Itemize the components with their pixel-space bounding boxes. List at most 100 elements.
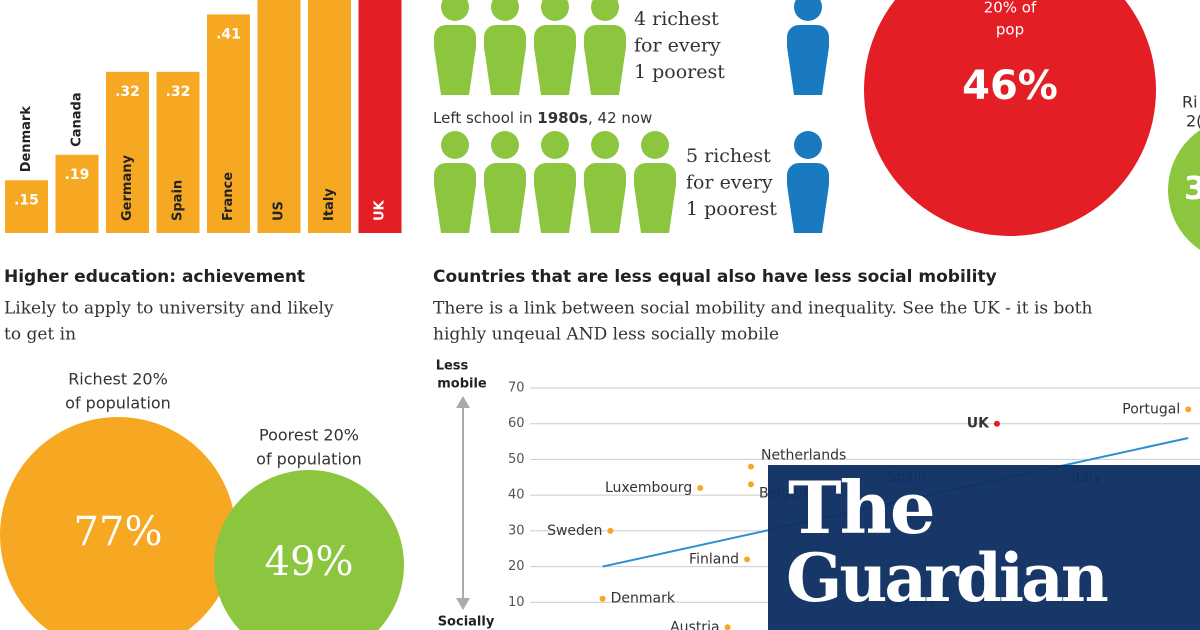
bar	[358, 0, 402, 233]
y-tick-label: 70	[508, 381, 525, 396]
person-icon-head	[541, 131, 569, 159]
people-text: 4 richest	[634, 8, 719, 30]
bar	[308, 0, 351, 233]
person-icon-head	[491, 0, 519, 21]
circle-label: pop	[996, 21, 1024, 39]
bar	[106, 71, 149, 233]
people-text: for every	[634, 35, 721, 57]
axis-arrowhead	[456, 598, 470, 610]
bar-value-label: .41	[216, 26, 241, 42]
circle-label: 20% of	[984, 0, 1037, 17]
circle-value: 46%	[962, 63, 1058, 109]
cropped-value: 3	[1184, 169, 1200, 207]
cropped-circle	[1168, 130, 1200, 250]
axis-label: mobile	[437, 377, 487, 392]
bar-category-label: Spain	[171, 180, 186, 221]
bar-category-label: Germany	[120, 155, 135, 221]
point-label: Netherlands	[761, 448, 846, 464]
circle-label: of population	[65, 394, 171, 413]
person-icon-legs	[434, 185, 476, 233]
point-label: UK	[967, 416, 990, 432]
section-title: Higher education: achievement	[4, 267, 305, 287]
people-text: 1 poorest	[634, 61, 725, 83]
section-title: Countries that are less equal also have …	[433, 267, 997, 287]
axis-label: Less	[436, 359, 469, 374]
logo-text: The	[788, 465, 934, 550]
scatter-point	[744, 556, 751, 563]
point-label: Luxembourg	[605, 480, 692, 496]
person-icon-legs	[787, 47, 829, 95]
circle-label: Poorest 20%	[259, 426, 359, 445]
bar	[257, 0, 301, 233]
person-icon-head	[591, 131, 619, 159]
caption-text: Left school in	[433, 109, 537, 127]
caption-bold: 1980s	[537, 109, 588, 127]
bar	[55, 154, 99, 233]
bar-value-label: .47	[267, 0, 292, 4]
circle-value: 49%	[265, 539, 354, 585]
bar-value-label: .32	[166, 84, 191, 100]
bar-value-label: .15	[14, 192, 39, 208]
bar-value-label: .19	[65, 167, 90, 183]
person-icon-legs	[634, 185, 676, 233]
section-subtitle: There is a link between social mobility …	[433, 299, 1092, 319]
bar	[156, 71, 200, 233]
bar	[5, 180, 48, 233]
person-icon-head	[794, 0, 822, 21]
y-tick-label: 30	[508, 523, 525, 538]
scatter-point	[1185, 406, 1192, 413]
section-subtitle: Likely to apply to university and likely	[4, 299, 334, 319]
bar-category-label: US	[272, 201, 287, 221]
y-tick-label: 40	[508, 488, 525, 503]
point-label: Portugal	[1122, 401, 1180, 417]
scatter-point	[747, 481, 754, 488]
cropped-label: Ri	[1182, 93, 1198, 112]
section-subtitle: highly unqeual AND less socially mobile	[433, 325, 779, 345]
point-label: Austria	[670, 619, 719, 630]
scatter-point	[724, 624, 731, 630]
person-icon-head	[491, 131, 519, 159]
scatter-point	[747, 463, 754, 470]
point-label: Sweden	[547, 523, 602, 539]
scatter-point	[697, 485, 704, 491]
person-icon-legs	[534, 47, 576, 95]
scatter-point	[993, 420, 1000, 427]
person-icon-head	[441, 0, 469, 21]
cropped-label: 2(	[1186, 112, 1200, 131]
circle-label: of population	[256, 450, 362, 469]
education-circle	[0, 417, 236, 630]
person-icon-legs	[484, 47, 526, 95]
bar-category-label: Canada	[70, 92, 85, 146]
scatter-point	[599, 595, 606, 602]
people-text: for every	[686, 172, 773, 194]
y-tick-label: 50	[508, 452, 525, 467]
axis-arrowhead	[456, 396, 470, 408]
scatter-point	[607, 527, 614, 534]
person-icon-head	[441, 131, 469, 159]
education-circle	[214, 470, 404, 630]
bar-category-label: UK	[373, 199, 388, 221]
y-tick-label: 60	[508, 416, 525, 431]
person-icon-legs	[584, 47, 626, 95]
person-icon-legs	[434, 47, 476, 95]
person-icon-head	[541, 0, 569, 21]
person-icon-legs	[534, 185, 576, 233]
y-tick-label: 10	[508, 595, 525, 610]
person-icon-head	[591, 0, 619, 21]
circle-label: Richest 20%	[68, 370, 168, 389]
caption-text: , 42 now	[588, 109, 652, 127]
circle-value: 77%	[74, 509, 163, 555]
people-text: 1 poorest	[686, 198, 777, 220]
bar-value-label: .32	[115, 84, 140, 100]
point-label: Finland	[689, 551, 739, 567]
y-tick-label: 20	[508, 559, 525, 574]
bar-category-label: Denmark	[19, 106, 34, 173]
person-icon-head	[641, 131, 669, 159]
point-label: Denmark	[611, 591, 676, 607]
person-icon-legs	[787, 185, 829, 233]
bar	[207, 14, 250, 234]
logo-text: Guardian	[786, 539, 1108, 617]
people-text: 5 richest	[686, 145, 771, 167]
